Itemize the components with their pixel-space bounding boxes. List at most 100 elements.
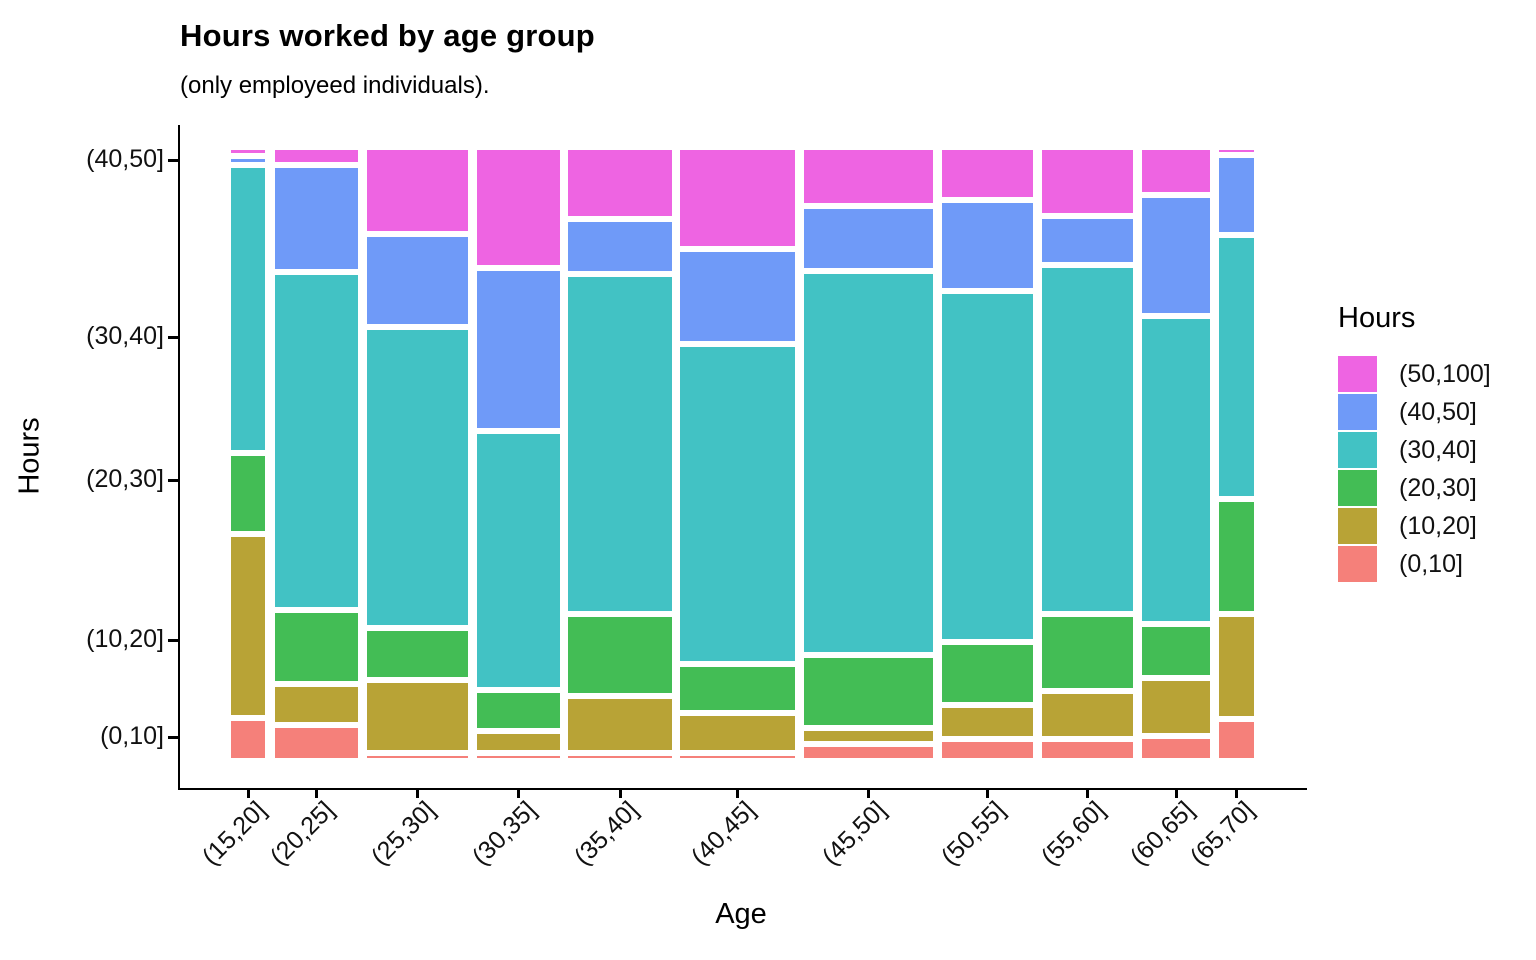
bar-segment-(0,10] — [680, 756, 795, 758]
x-tick-mark — [517, 788, 520, 798]
mosaic-bar-(65,70] — [1219, 150, 1254, 758]
bar-segment-(0,10] — [1042, 741, 1133, 758]
bar-segment-(10,20] — [804, 731, 933, 741]
bar-segment-(30,40] — [942, 293, 1033, 639]
bar-segment-(20,30] — [804, 658, 933, 726]
bar-segment-(40,50] — [1219, 158, 1254, 233]
legend-row: (30,40] — [1338, 431, 1491, 469]
x-tick-label: (40,45] — [685, 796, 761, 871]
x-tick-label: (65,70] — [1184, 796, 1260, 871]
bar-segment-(30,40] — [477, 433, 560, 687]
mosaic-bar-(15,20] — [231, 150, 265, 758]
bar-segment-(40,50] — [804, 208, 933, 269]
bar-segment-(50,100] — [804, 150, 933, 203]
bar-segment-(10,20] — [942, 707, 1033, 736]
bar-segment-(30,40] — [367, 330, 468, 625]
legend-row: (50,100] — [1338, 355, 1491, 393]
legend-row: (0,10] — [1338, 545, 1491, 583]
bar-segment-(20,30] — [1219, 502, 1254, 612]
legend-swatch-(30,40] — [1338, 432, 1377, 468]
x-tick-label: (50,55] — [935, 796, 1011, 871]
mosaic-bar-(60,65] — [1142, 150, 1210, 758]
bar-segment-(10,20] — [275, 686, 358, 722]
bar-segment-(10,20] — [367, 683, 468, 751]
bar-segment-(0,10] — [804, 747, 933, 758]
bar-segment-(20,30] — [275, 613, 358, 681]
bar-segment-(40,50] — [275, 168, 358, 270]
bar-segment-(20,30] — [680, 667, 795, 711]
bar-segment-(40,50] — [1142, 198, 1210, 313]
bar-segment-(10,20] — [1042, 693, 1133, 736]
y-tick-label: (0,10] — [100, 722, 164, 750]
bar-segment-(10,20] — [1219, 617, 1254, 716]
mosaic-bar-(40,45] — [680, 150, 795, 758]
bar-segment-(50,100] — [680, 150, 795, 246]
bar-segment-(20,30] — [367, 630, 468, 678]
chart-subtitle: (only employeed individuals). — [180, 72, 490, 99]
legend-label: (30,40] — [1399, 435, 1477, 464]
x-tick-mark — [247, 788, 250, 798]
x-tick-mark — [1086, 788, 1089, 798]
legend-swatch-(50,100] — [1338, 356, 1377, 392]
y-tick-mark — [168, 639, 178, 642]
bar-segment-(50,100] — [1142, 150, 1210, 193]
x-tick-mark — [1235, 788, 1238, 798]
x-tick-mark — [619, 788, 622, 798]
x-tick-label: (25,30] — [365, 796, 441, 871]
bar-segment-(30,40] — [231, 167, 265, 450]
legend-row: (20,30] — [1338, 469, 1491, 507]
bar-segment-(20,30] — [231, 455, 265, 532]
bar-segment-(20,30] — [1142, 626, 1210, 676]
bar-segment-(20,30] — [568, 616, 672, 693]
mosaic-bar-(50,55] — [942, 150, 1033, 758]
chart-title: Hours worked by age group — [180, 18, 595, 53]
y-tick-label: (10,20] — [86, 625, 164, 653]
x-tick-label: (45,50] — [816, 796, 892, 871]
bar-segment-(50,100] — [231, 150, 265, 153]
mosaic-bar-(55,60] — [1042, 150, 1133, 758]
bar-segment-(30,40] — [1219, 238, 1254, 497]
bar-segment-(50,100] — [1042, 150, 1133, 213]
bar-segment-(0,10] — [1219, 721, 1254, 758]
plot-panel — [168, 125, 1307, 798]
legend-title: Hours — [1338, 302, 1416, 334]
bar-segment-(40,50] — [568, 221, 672, 272]
x-tick-label: (15,20] — [196, 796, 272, 871]
legend-label: (0,10] — [1399, 549, 1463, 578]
bar-segment-(50,100] — [275, 150, 358, 163]
bar-segment-(20,30] — [477, 692, 560, 729]
bar-segment-(30,40] — [680, 346, 795, 662]
bar-segment-(10,20] — [680, 716, 795, 751]
x-tick-mark — [867, 788, 870, 798]
bar-segment-(50,100] — [367, 150, 468, 231]
x-tick-mark — [315, 788, 318, 798]
bar-segment-(40,50] — [1042, 219, 1133, 262]
legend: Hours (50,100] (40,50] (30,40] (20,30] (10,2… — [1338, 302, 1491, 583]
bar-segment-(20,30] — [1042, 616, 1133, 688]
legend-swatch-(20,30] — [1338, 470, 1377, 506]
legend-row: (10,20] — [1338, 507, 1491, 545]
bar-segment-(40,50] — [680, 251, 795, 341]
y-tick-label: (20,30] — [86, 465, 164, 493]
mosaic-bar-(30,35] — [477, 150, 560, 758]
bar-segment-(30,40] — [568, 277, 672, 611]
bar-segment-(40,50] — [367, 236, 468, 325]
bar-segment-(30,40] — [275, 275, 358, 608]
x-tick-label: (20,25] — [264, 796, 340, 871]
legend-label: (40,50] — [1399, 397, 1477, 426]
x-tick-mark — [416, 788, 419, 798]
bar-segment-(0,10] — [367, 756, 468, 758]
y-tick-mark — [168, 736, 178, 739]
legend-swatch-(0,10] — [1338, 546, 1377, 582]
x-tick-mark — [1175, 788, 1178, 798]
mosaic-bar-(35,40] — [568, 150, 672, 758]
bar-segment-(0,10] — [477, 756, 560, 758]
bar-segment-(20,30] — [942, 644, 1033, 702]
bar-segment-(10,20] — [231, 537, 265, 716]
bar-segment-(10,20] — [477, 734, 560, 751]
mosaic-bar-(45,50] — [804, 150, 933, 758]
bar-segment-(50,100] — [477, 150, 560, 265]
bar-segment-(30,40] — [1142, 318, 1210, 621]
legend-rows: (50,100] (40,50] (30,40] (20,30] (10,20] (0,1… — [1338, 355, 1491, 583]
